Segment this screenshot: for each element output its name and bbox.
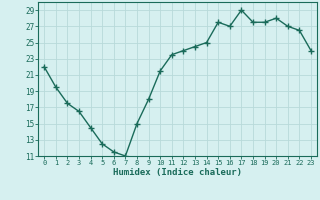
X-axis label: Humidex (Indice chaleur): Humidex (Indice chaleur) [113,168,242,177]
